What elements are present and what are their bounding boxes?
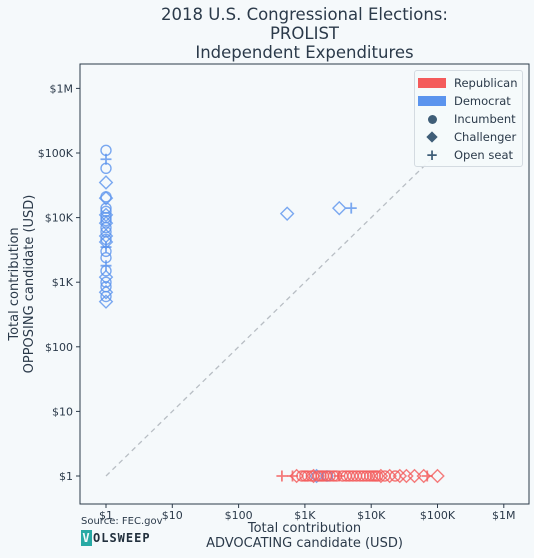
- y-axis-title-line: OPPOSING candidate (USD): [22, 195, 37, 374]
- y-tick-label: $10: [52, 405, 73, 418]
- y-tick-label: $1K: [52, 276, 74, 289]
- x-axis-title: Total contribution ADVOCATING candidate (…: [206, 521, 403, 551]
- parity-line: [106, 150, 440, 476]
- x-tick-label: $10: [162, 509, 183, 522]
- republican-point-plus-0: [276, 471, 287, 482]
- y-tick-label: $1: [59, 470, 73, 483]
- circle-marker-icon: [428, 115, 437, 124]
- legend-label-challenger: Challenger: [454, 130, 516, 144]
- legend: Republican Democrat Incumbent Challenger…: [414, 70, 523, 167]
- legend-item-challenger: Challenger: [415, 128, 522, 146]
- x-tick-label: $1M: [492, 509, 516, 522]
- y-tick-label: $100K: [38, 147, 74, 160]
- democrat-swatch: [418, 96, 446, 106]
- democrat-point-diamond-29: [333, 202, 346, 215]
- y-tick-label: $10K: [45, 212, 74, 225]
- republican-point-diamond-37: [431, 470, 444, 483]
- republican-point-diamond-34: [408, 470, 421, 483]
- logo-mark: V: [81, 530, 92, 546]
- legend-label-open-seat: Open seat: [454, 148, 513, 162]
- x-axis-title-line: Total contribution: [247, 521, 361, 536]
- legend-label-incumbent: Incumbent: [454, 112, 516, 126]
- legend-item-democrat: Democrat: [415, 92, 522, 110]
- diagonal-layer: [106, 150, 440, 476]
- democrat-point-plus-30: [346, 203, 357, 214]
- democrat-point-diamond-28: [281, 207, 294, 220]
- republican-swatch: [418, 78, 446, 88]
- legend-item-republican: Republican: [415, 74, 522, 92]
- logo-text: OLSWEEP: [93, 531, 151, 545]
- volsweep-logo: V OLSWEEP: [81, 530, 151, 546]
- legend-label-democrat: Democrat: [454, 94, 511, 108]
- legend-item-incumbent: Incumbent: [415, 110, 522, 128]
- legend-label-republican: Republican: [454, 76, 518, 90]
- source-note: Source: FEC.gov: [81, 516, 163, 527]
- republican-point-circle-29: [380, 471, 390, 481]
- legend-item-open-seat: + Open seat: [415, 146, 522, 164]
- plus-marker-icon: +: [426, 150, 439, 160]
- y-tick-label: $1M: [50, 82, 74, 95]
- diamond-marker-icon: [426, 131, 437, 142]
- y-tick-label: $100: [45, 341, 73, 354]
- x-tick-label: $10K: [357, 509, 386, 522]
- democrat-point-diamond-3: [100, 176, 113, 189]
- x-tick-label: $100K: [420, 509, 456, 522]
- democrat-point-circle-2: [101, 163, 111, 173]
- x-axis-title-line: ADVOCATING candidate (USD): [206, 536, 403, 551]
- y-axis-title: Total contributionOPPOSING candidate (US…: [7, 195, 37, 374]
- y-axis-title-line: Total contribution: [7, 227, 22, 341]
- democrat-point-circle-26: [101, 292, 111, 302]
